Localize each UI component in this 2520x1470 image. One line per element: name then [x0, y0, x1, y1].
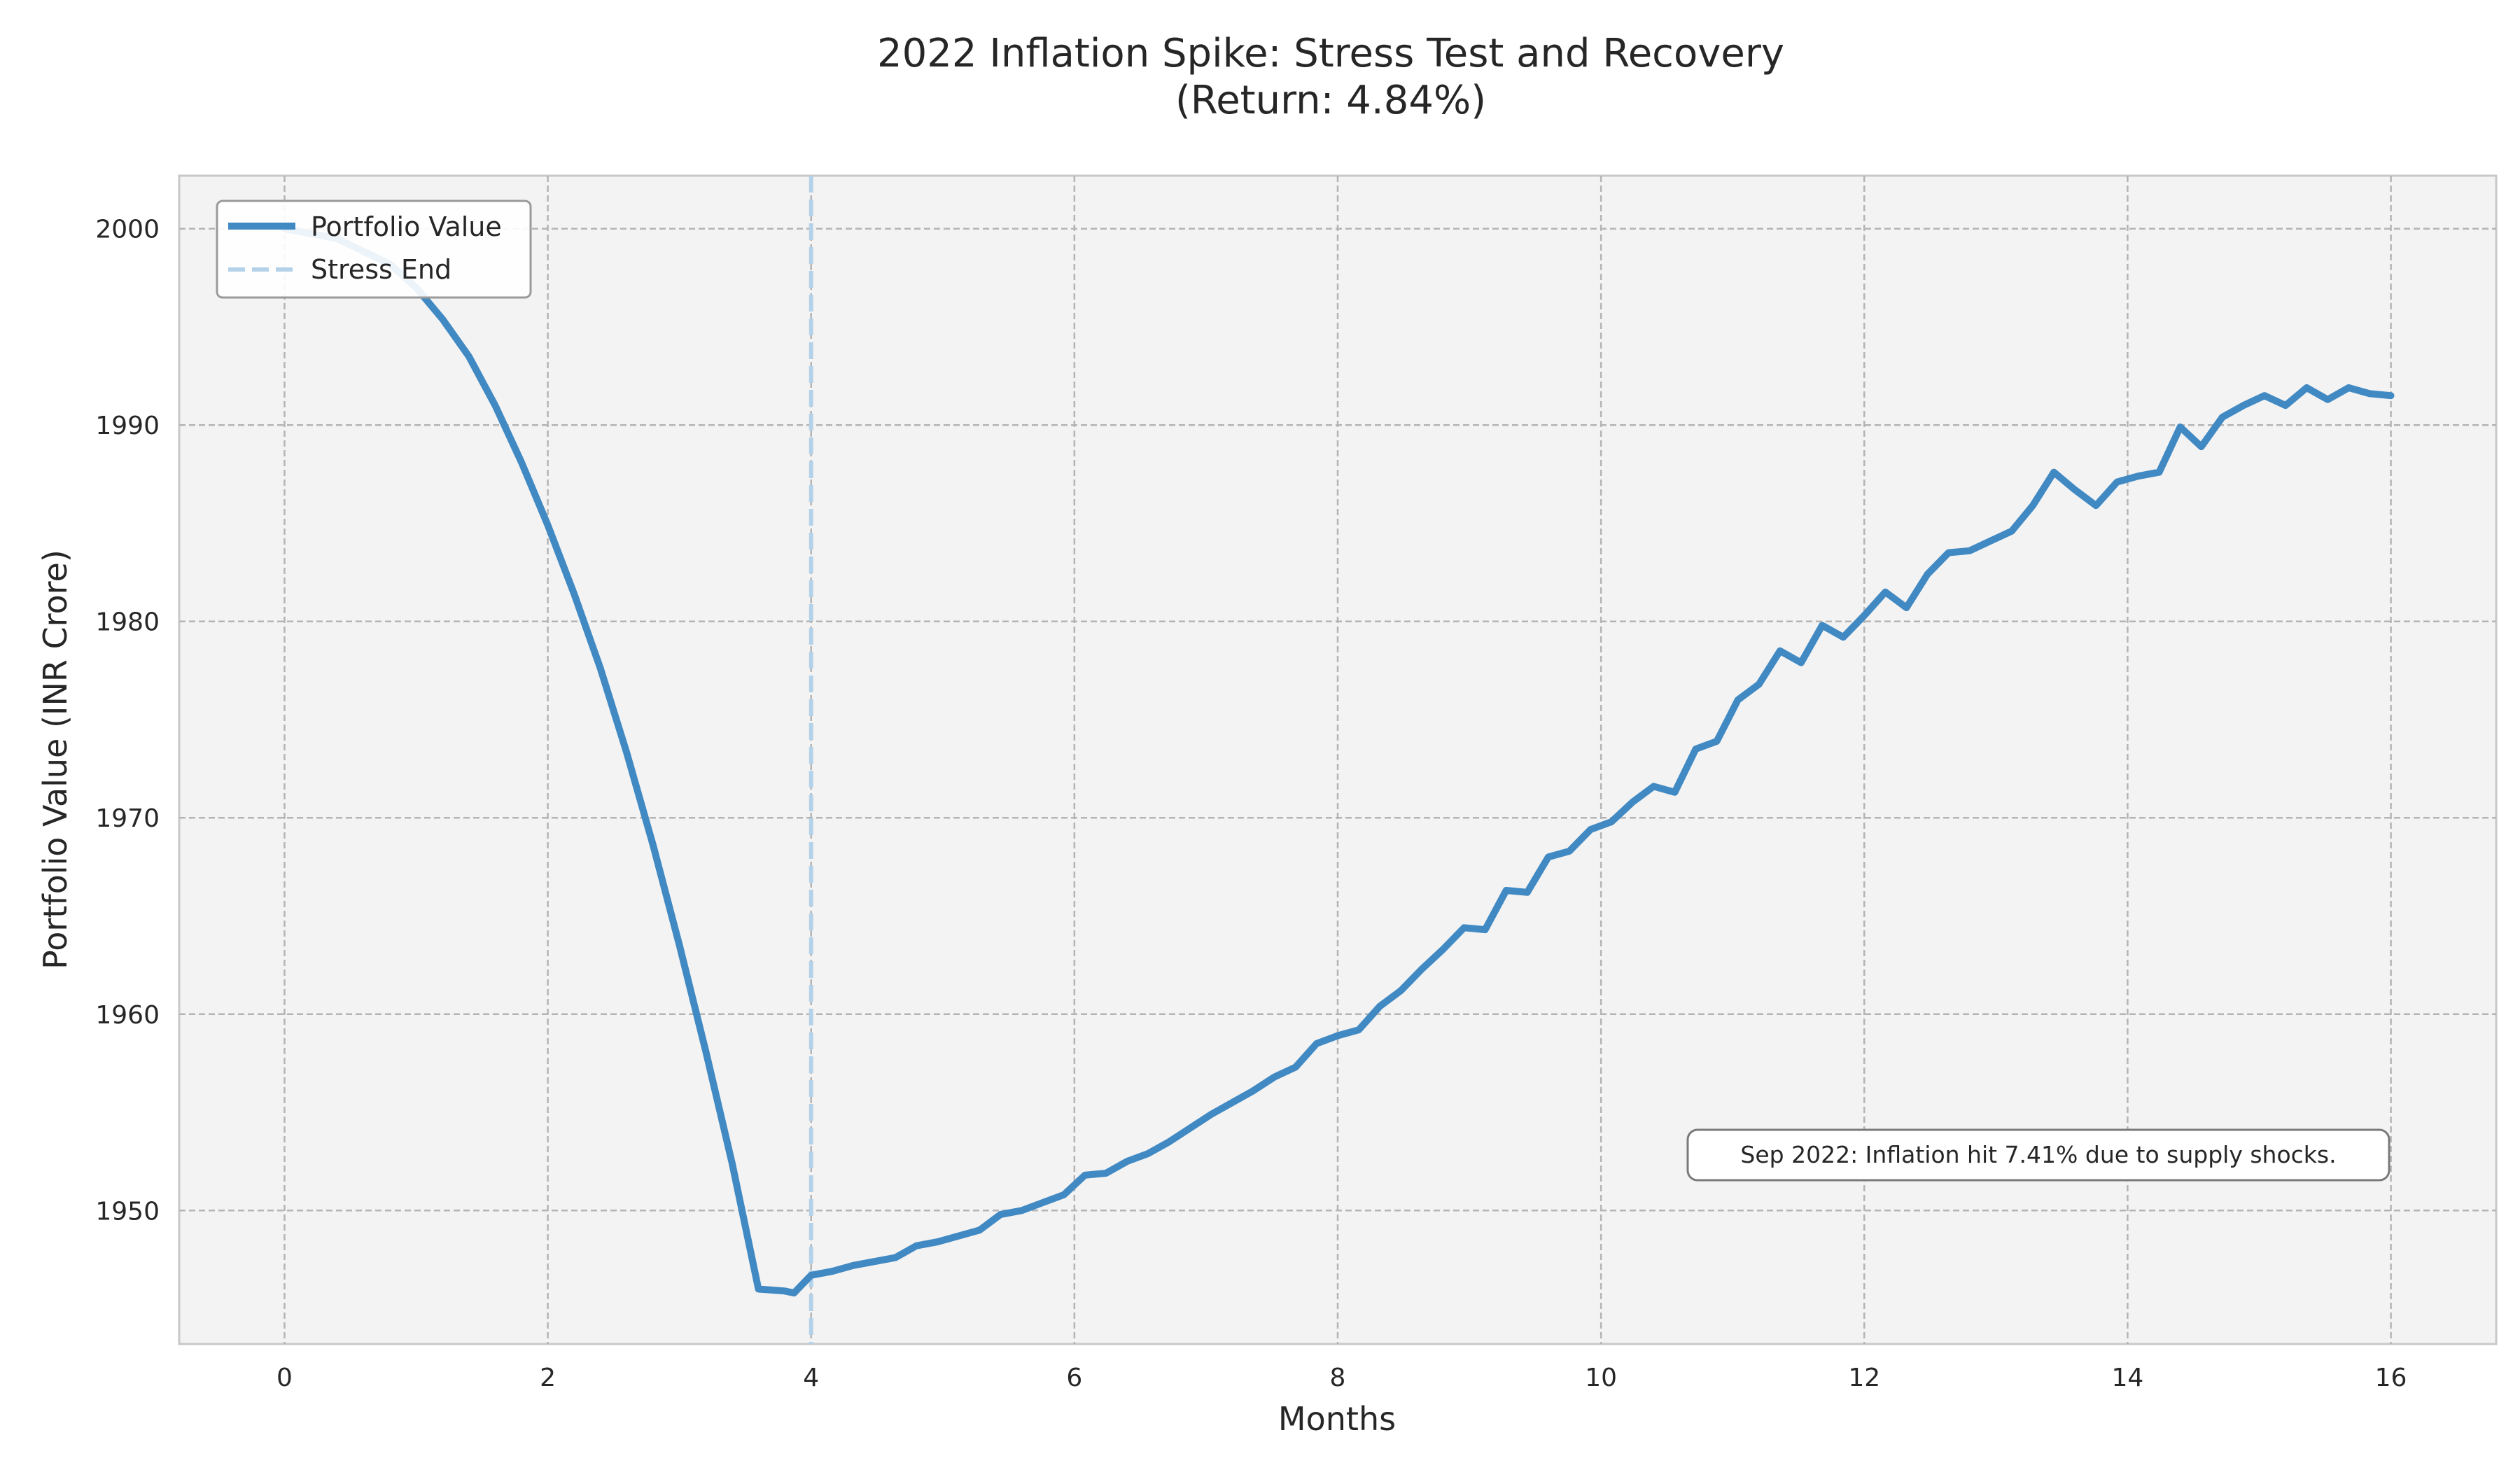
y-tick-label: 2000 [95, 216, 160, 244]
y-axis-label: Portfolio Value (INR Crore) [36, 550, 74, 969]
x-tick-label: 6 [1066, 1364, 1082, 1392]
chart-title: 2022 Inflation Spike: Stress Test and Re… [877, 31, 1784, 76]
y-tick-label: 1960 [95, 1001, 160, 1030]
y-tick-label: 1980 [95, 608, 160, 637]
legend-label-stress: Stress End [311, 254, 451, 285]
y-tick-label: 1970 [95, 804, 160, 833]
y-tick-label: 1990 [95, 412, 160, 440]
annotation-box [1686, 1128, 2390, 1182]
x-tick-label: 8 [1330, 1364, 1346, 1392]
x-tick-label: 14 [2112, 1364, 2144, 1392]
annotation: Sep 2022: Inflation hit 7.41% due to sup… [1686, 1128, 2390, 1182]
x-tick-label: 12 [1848, 1364, 1880, 1392]
grid-lines [179, 176, 2496, 1344]
legend-label-portfolio: Portfolio Value [311, 211, 502, 242]
annotation-text: Sep 2022: Inflation hit 7.41% due to sup… [1740, 1141, 2336, 1168]
tick-labels: 0 2 4 6 8 10 12 14 16 1950 1960 1970 1980 1990 2000 [95, 216, 2407, 1392]
x-tick-label: 4 [803, 1364, 819, 1392]
x-tick-label: 10 [1585, 1364, 1617, 1392]
x-tick-label: 2 [540, 1364, 556, 1392]
chart-subtitle: (Return: 4.84%) [1175, 78, 1486, 123]
legend: Portfolio Value Stress End [216, 200, 532, 299]
y-tick-label: 1950 [95, 1197, 160, 1226]
x-tick-label: 0 [276, 1364, 293, 1392]
x-axis-label: Months [1278, 1400, 1396, 1438]
x-tick-label: 16 [2375, 1364, 2407, 1392]
portfolio-value-line [281, 225, 2395, 1297]
